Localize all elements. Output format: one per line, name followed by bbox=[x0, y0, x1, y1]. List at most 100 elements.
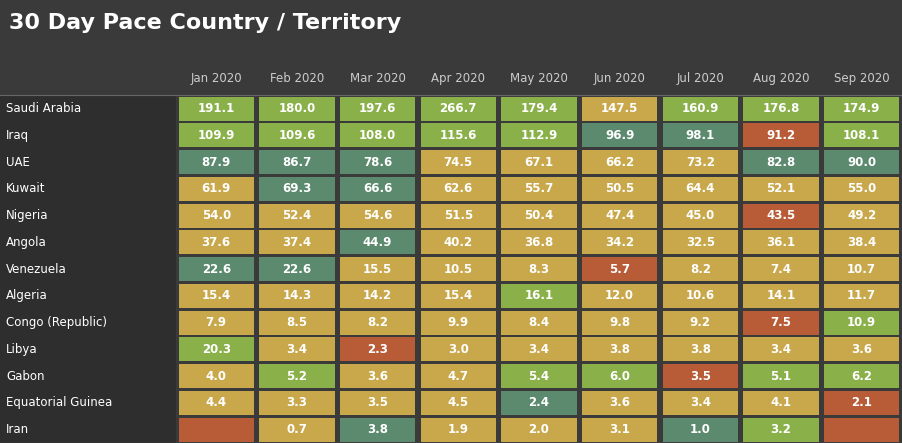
Bar bbox=[340, 97, 415, 120]
Bar bbox=[179, 284, 253, 308]
Bar bbox=[663, 364, 738, 388]
Text: 1.0: 1.0 bbox=[690, 423, 711, 436]
Bar bbox=[179, 230, 253, 254]
Text: 4.7: 4.7 bbox=[447, 369, 469, 383]
Bar bbox=[259, 337, 335, 361]
Text: 66.6: 66.6 bbox=[363, 183, 392, 195]
Bar bbox=[0, 363, 176, 389]
Text: 10.9: 10.9 bbox=[847, 316, 876, 329]
Bar bbox=[340, 284, 415, 308]
Text: Equatorial Guinea: Equatorial Guinea bbox=[6, 396, 113, 409]
Text: 3.5: 3.5 bbox=[367, 396, 388, 409]
Bar bbox=[502, 204, 576, 228]
Bar bbox=[0, 175, 176, 202]
Bar bbox=[0, 283, 176, 309]
Text: Sep 2020: Sep 2020 bbox=[833, 72, 889, 85]
Text: 90.0: 90.0 bbox=[847, 155, 876, 169]
Text: 6.2: 6.2 bbox=[851, 369, 872, 383]
Text: 3.1: 3.1 bbox=[609, 423, 630, 436]
Text: 22.6: 22.6 bbox=[202, 263, 231, 276]
Text: 50.4: 50.4 bbox=[524, 209, 554, 222]
Bar bbox=[663, 123, 738, 148]
Bar bbox=[340, 123, 415, 148]
Bar bbox=[420, 204, 496, 228]
Text: 3.5: 3.5 bbox=[690, 369, 711, 383]
Bar bbox=[743, 391, 819, 415]
Text: 40.2: 40.2 bbox=[444, 236, 473, 249]
Bar bbox=[502, 364, 576, 388]
Text: Iraq: Iraq bbox=[6, 129, 30, 142]
Bar bbox=[420, 97, 496, 120]
Text: Gabon: Gabon bbox=[6, 369, 45, 383]
Text: Apr 2020: Apr 2020 bbox=[431, 72, 485, 85]
Text: 87.9: 87.9 bbox=[202, 155, 231, 169]
Text: 160.9: 160.9 bbox=[682, 102, 719, 115]
Bar bbox=[743, 337, 819, 361]
Text: 91.2: 91.2 bbox=[767, 129, 796, 142]
Bar bbox=[420, 150, 496, 174]
Text: 16.1: 16.1 bbox=[524, 289, 554, 303]
Text: 3.4: 3.4 bbox=[770, 343, 791, 356]
Bar bbox=[743, 123, 819, 148]
Text: 3.2: 3.2 bbox=[770, 423, 791, 436]
Bar bbox=[0, 256, 176, 283]
Bar bbox=[259, 150, 335, 174]
Text: 109.6: 109.6 bbox=[278, 129, 316, 142]
Bar bbox=[0, 336, 176, 363]
Text: Algeria: Algeria bbox=[6, 289, 48, 303]
Bar bbox=[502, 257, 576, 281]
Bar bbox=[824, 364, 899, 388]
Text: 22.6: 22.6 bbox=[282, 263, 311, 276]
Text: 3.6: 3.6 bbox=[367, 369, 388, 383]
Text: 34.2: 34.2 bbox=[605, 236, 634, 249]
Bar bbox=[582, 311, 658, 334]
Text: 55.7: 55.7 bbox=[524, 183, 554, 195]
Bar bbox=[340, 257, 415, 281]
Bar bbox=[179, 177, 253, 201]
Bar bbox=[259, 204, 335, 228]
Bar bbox=[420, 418, 496, 442]
Text: Iran: Iran bbox=[6, 423, 30, 436]
Bar bbox=[824, 204, 899, 228]
Text: 50.5: 50.5 bbox=[605, 183, 634, 195]
Bar bbox=[420, 337, 496, 361]
Text: 3.8: 3.8 bbox=[367, 423, 388, 436]
Bar bbox=[824, 337, 899, 361]
Bar bbox=[179, 418, 253, 442]
Bar bbox=[824, 418, 899, 442]
Bar bbox=[259, 257, 335, 281]
Bar bbox=[824, 391, 899, 415]
Text: 108.0: 108.0 bbox=[359, 129, 396, 142]
Text: UAE: UAE bbox=[6, 155, 30, 169]
Text: 14.3: 14.3 bbox=[282, 289, 311, 303]
Bar bbox=[663, 204, 738, 228]
Bar bbox=[743, 177, 819, 201]
Text: 43.5: 43.5 bbox=[767, 209, 796, 222]
Bar bbox=[259, 284, 335, 308]
Bar bbox=[259, 123, 335, 148]
Text: Libya: Libya bbox=[6, 343, 38, 356]
Text: 96.9: 96.9 bbox=[605, 129, 634, 142]
Text: 10.5: 10.5 bbox=[444, 263, 473, 276]
Bar bbox=[502, 391, 576, 415]
Text: Aug 2020: Aug 2020 bbox=[753, 72, 809, 85]
Text: 9.8: 9.8 bbox=[609, 316, 630, 329]
Bar bbox=[663, 177, 738, 201]
Text: 54.6: 54.6 bbox=[363, 209, 392, 222]
Text: 15.4: 15.4 bbox=[444, 289, 473, 303]
Text: 69.3: 69.3 bbox=[282, 183, 311, 195]
Bar bbox=[179, 257, 253, 281]
Text: 7.4: 7.4 bbox=[770, 263, 791, 276]
Bar bbox=[824, 311, 899, 334]
Text: 108.1: 108.1 bbox=[843, 129, 880, 142]
Bar bbox=[259, 97, 335, 120]
Bar bbox=[663, 97, 738, 120]
Bar bbox=[420, 284, 496, 308]
Bar bbox=[340, 311, 415, 334]
Bar bbox=[420, 311, 496, 334]
Bar bbox=[663, 284, 738, 308]
Bar bbox=[582, 391, 658, 415]
Bar bbox=[582, 230, 658, 254]
Text: 64.4: 64.4 bbox=[686, 183, 715, 195]
Text: 11.7: 11.7 bbox=[847, 289, 876, 303]
